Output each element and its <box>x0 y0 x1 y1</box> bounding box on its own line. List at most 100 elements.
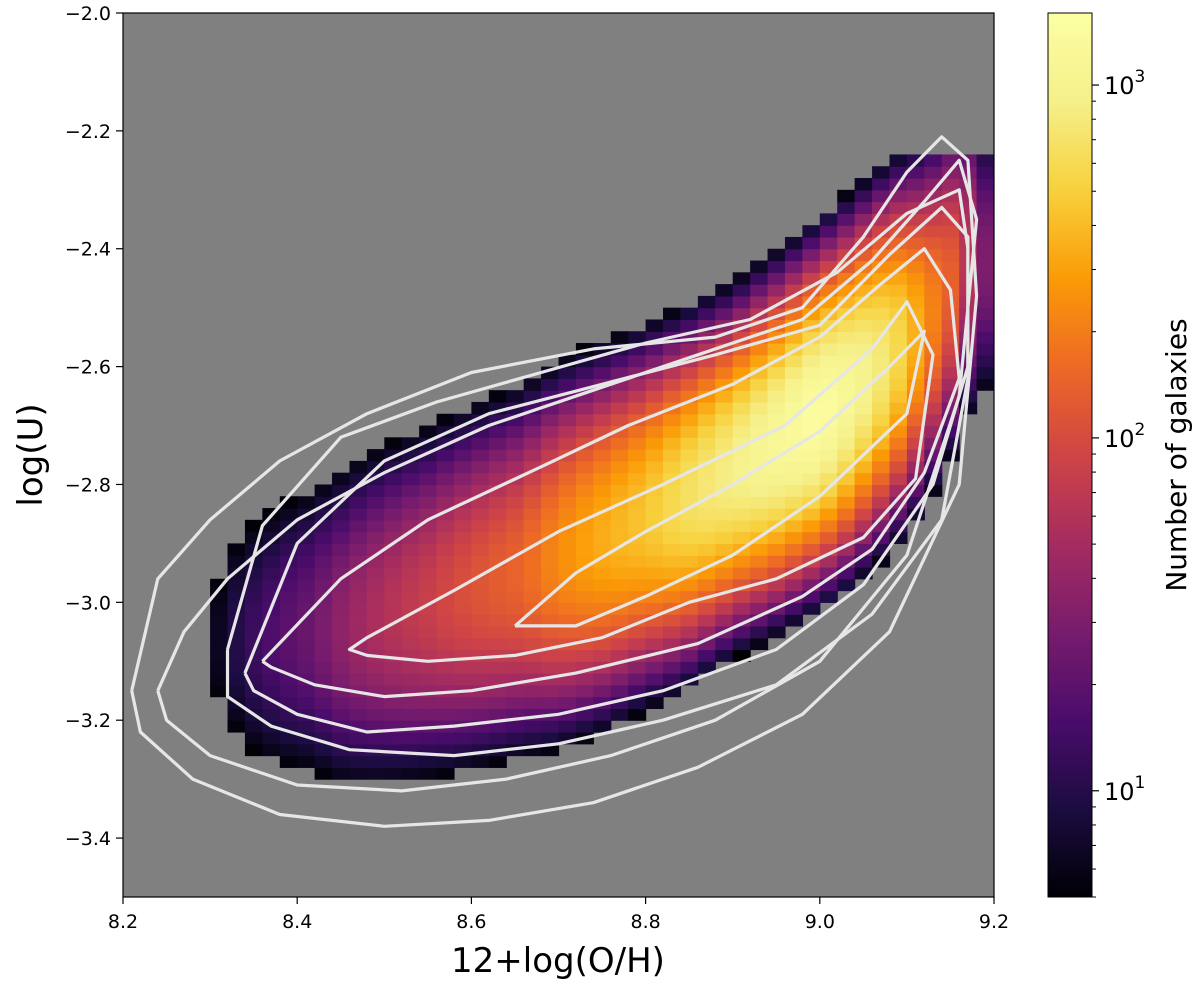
heatmap-cell <box>715 614 734 627</box>
heatmap-cell <box>314 484 333 497</box>
heatmap-cell <box>593 413 612 427</box>
heatmap-cell <box>488 696 507 710</box>
heatmap-cell <box>471 578 490 592</box>
heatmap-cell <box>802 225 821 238</box>
heatmap-cell <box>471 661 490 674</box>
x-tick-label: 8.6 <box>456 911 486 933</box>
heatmap-cell <box>523 413 542 427</box>
heatmap-cell <box>976 178 994 191</box>
heatmap-cell <box>314 755 333 768</box>
heatmap-cell <box>750 378 769 391</box>
heatmap-cell <box>994 202 1012 214</box>
heatmap-cell <box>663 566 682 580</box>
heatmap-cell <box>349 661 368 674</box>
colorbar-tick-label: 101 <box>1104 773 1145 806</box>
heatmap-cell <box>244 731 263 745</box>
heatmap-cell <box>401 590 420 603</box>
heatmap-cell <box>854 401 873 415</box>
heatmap-cell <box>297 578 316 592</box>
heatmap-cell <box>488 614 507 627</box>
heatmap-cell <box>802 519 821 533</box>
heatmap-cell <box>558 543 577 556</box>
heatmap-cell <box>767 614 786 627</box>
heatmap-cell <box>506 637 525 651</box>
heatmap-cell <box>663 378 682 391</box>
heatmap-cell <box>610 390 629 403</box>
heatmap-cell <box>436 755 455 768</box>
heatmap-cell <box>436 578 455 592</box>
heatmap-cell <box>436 602 455 615</box>
heatmap-cell <box>210 602 229 615</box>
heatmap-cell <box>645 696 664 710</box>
y-tick-label: −3.0 <box>65 592 111 614</box>
heatmap-cell <box>471 625 490 639</box>
heatmap-cell <box>488 661 507 674</box>
heatmap-cell <box>872 378 891 391</box>
heatmap-cell <box>628 460 647 474</box>
heatmap-cell <box>802 366 821 379</box>
heatmap-cell <box>523 555 542 568</box>
heatmap-cell <box>767 366 786 379</box>
heatmap-cell <box>680 484 699 497</box>
heatmap-cell <box>506 425 525 438</box>
heatmap-cell <box>575 578 594 592</box>
heatmap-cell <box>872 189 891 203</box>
heatmap-cell <box>628 519 647 533</box>
heatmap-cell <box>210 625 229 639</box>
heatmap-cell <box>628 437 647 450</box>
heatmap-cell <box>366 661 385 674</box>
heatmap-cell <box>558 378 577 391</box>
heatmap-cell <box>680 531 699 544</box>
heatmap-cell <box>715 425 734 438</box>
heatmap-cell <box>767 272 786 285</box>
heatmap-cell <box>453 531 472 544</box>
heatmap-cell <box>471 555 490 568</box>
heatmap-cell <box>279 590 298 603</box>
heatmap-cell <box>837 201 856 214</box>
heatmap-cell <box>697 531 716 544</box>
heatmap-cell <box>837 390 856 403</box>
heatmap-cell <box>384 696 403 710</box>
heatmap-cell <box>366 731 385 745</box>
heatmap-cell <box>541 731 560 745</box>
heatmap-cell <box>994 213 1012 225</box>
heatmap-cell <box>802 460 821 474</box>
heatmap-cell <box>366 696 385 710</box>
heatmap-cell <box>506 460 525 474</box>
heatmap-cell <box>279 755 298 768</box>
heatmap-cell <box>924 401 943 415</box>
heatmap-cell <box>366 531 385 544</box>
heatmap-cell <box>697 519 716 533</box>
heatmap-cell <box>558 472 577 486</box>
heatmap-cell <box>297 720 316 733</box>
heatmap-cell <box>314 496 333 509</box>
heatmap-cell <box>575 496 594 509</box>
heatmap-cell <box>384 637 403 651</box>
heatmap-cell <box>349 566 368 580</box>
heatmap-cell <box>802 413 821 427</box>
heatmap-cell <box>506 590 525 603</box>
heatmap-cell <box>941 366 960 379</box>
heatmap-cell <box>593 708 612 721</box>
heatmap-cell <box>645 543 664 556</box>
heatmap-cell <box>750 625 769 639</box>
heatmap-cell <box>575 708 594 721</box>
heatmap-cell <box>610 472 629 486</box>
heatmap-cell <box>279 578 298 592</box>
heatmap-cell <box>401 543 420 556</box>
heatmap-cell <box>628 331 647 344</box>
heatmap-cell <box>523 508 542 521</box>
heatmap-cell <box>732 625 751 639</box>
heatmap-cell <box>436 708 455 721</box>
heatmap-cell <box>767 460 786 474</box>
heatmap-cell <box>488 496 507 509</box>
heatmap-cell <box>732 425 751 438</box>
heatmap-cell <box>384 472 403 486</box>
heatmap-cell <box>663 437 682 450</box>
contour-line <box>130 135 979 828</box>
heatmap-cell <box>523 578 542 592</box>
heatmap-cell <box>819 213 838 226</box>
heatmap-cell <box>401 661 420 674</box>
heatmap-cell <box>994 261 1012 273</box>
heatmap-cell <box>541 555 560 568</box>
